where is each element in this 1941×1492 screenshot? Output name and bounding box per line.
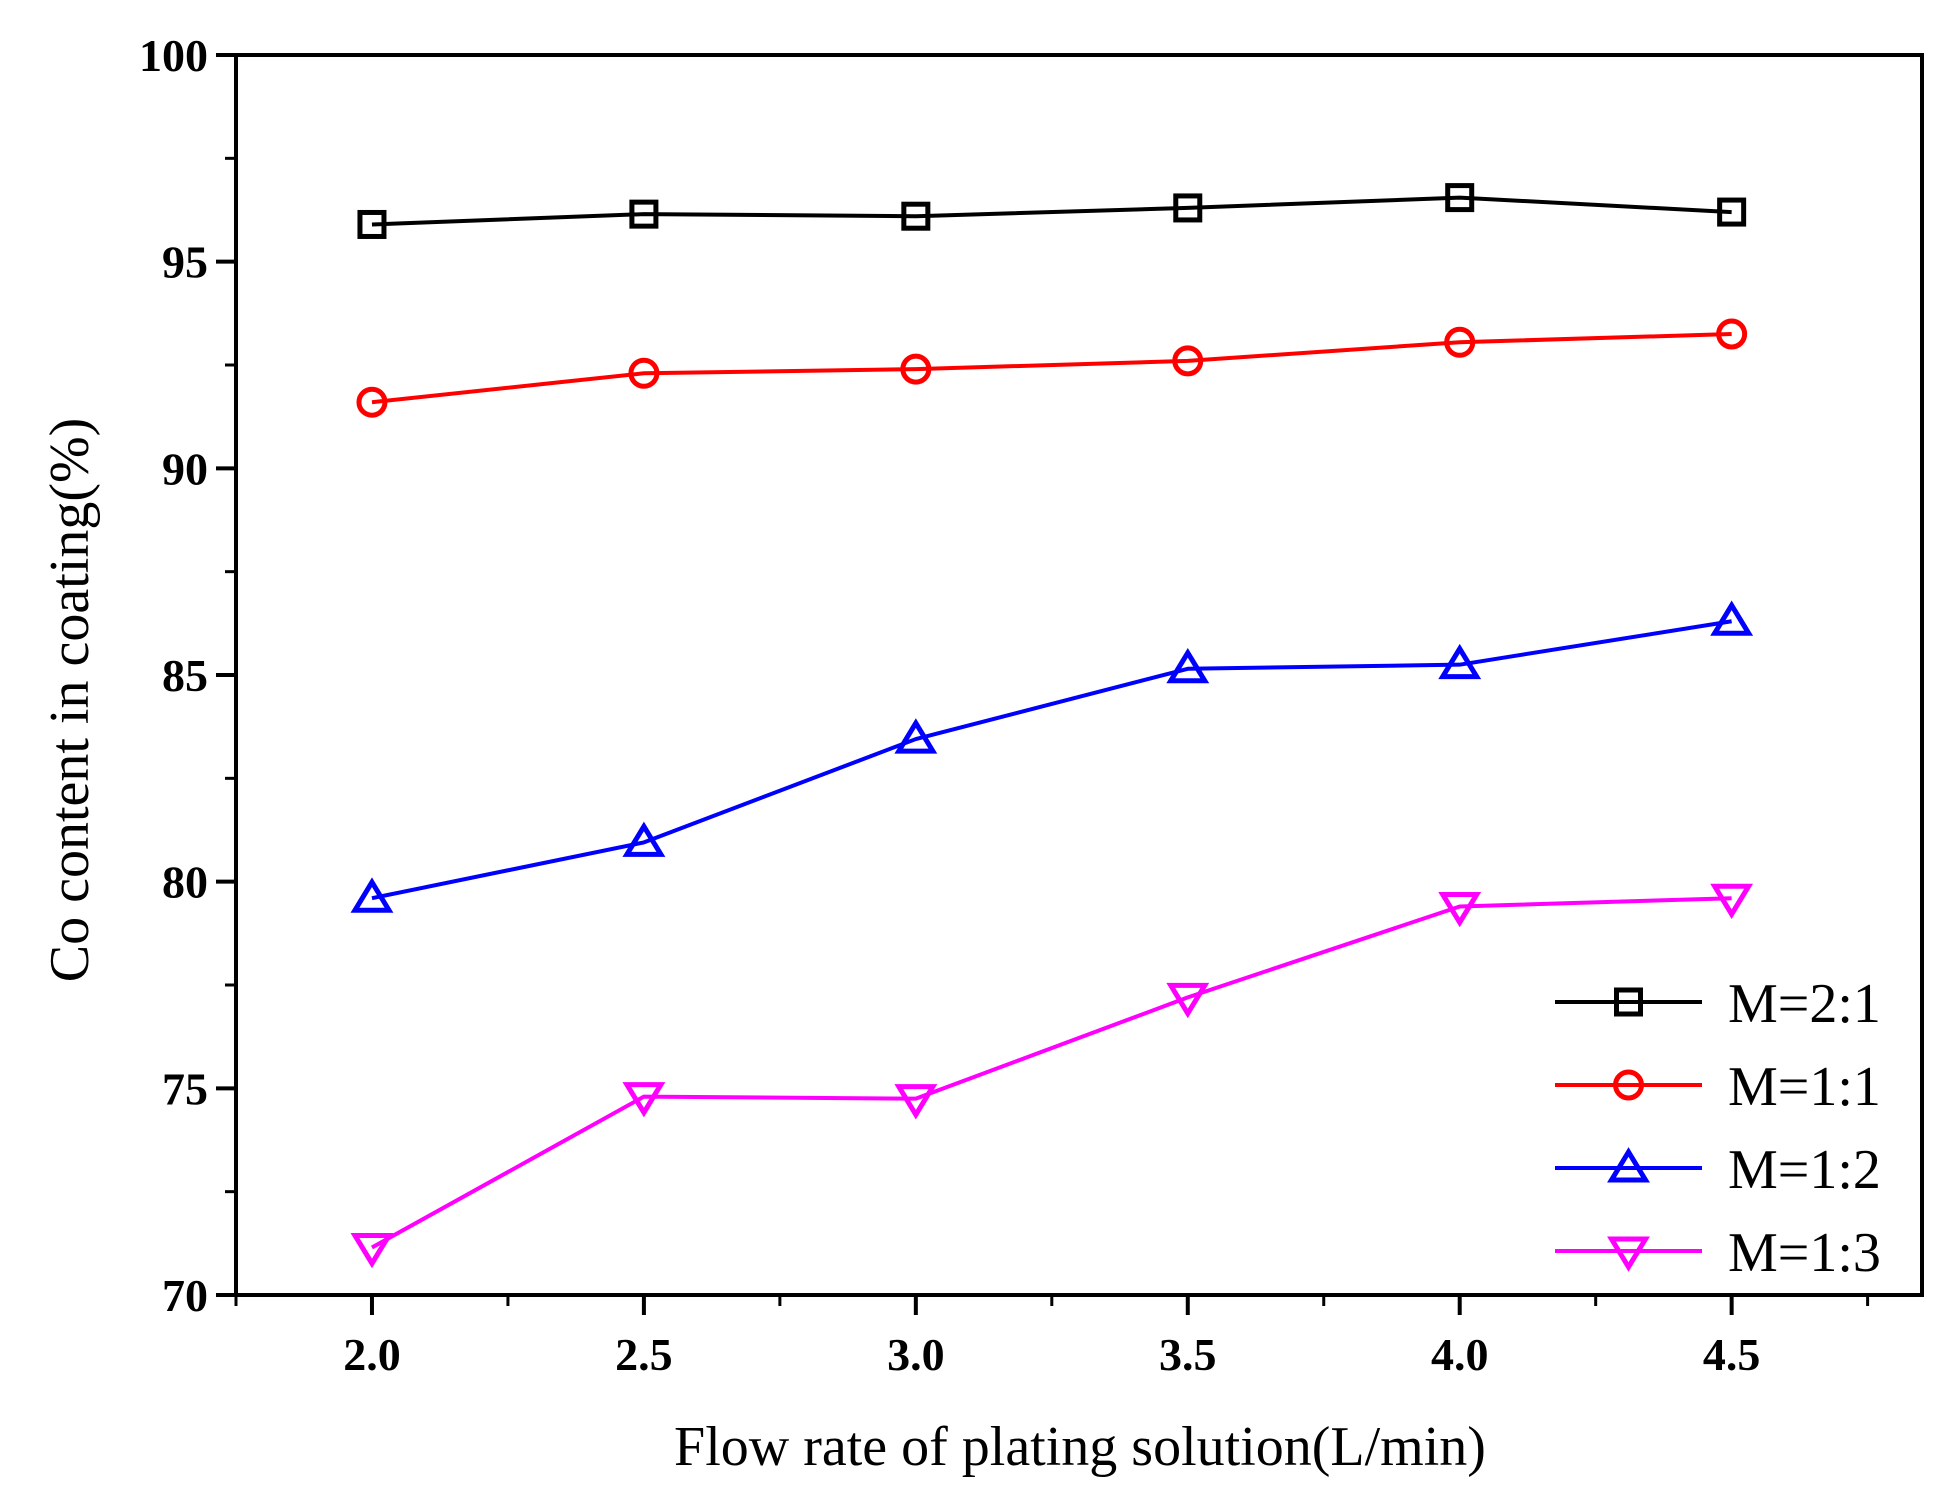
x-tick-label: 3.5 [1159, 1329, 1217, 1380]
series-M=1:1 [356, 318, 1748, 418]
legend-item-M=1:1: M=1:1 [1555, 1056, 1881, 1118]
legend-marker [1607, 1236, 1650, 1272]
data-point-M=1:3 [1166, 982, 1210, 1019]
legend-label: M=1:1 [1728, 1056, 1881, 1118]
legend-marker [1614, 987, 1643, 1017]
legend-item-M=1:2: M=1:2 [1555, 1139, 1881, 1201]
data-point-M=1:2 [1438, 643, 1482, 680]
axis-layer: 70 75 80 85 90 95 100 2.0 2.5 3.0 3.5 4.0 4.5 [139, 30, 1870, 1380]
y-axis-title: Co content in coating(%) [39, 418, 101, 983]
y-tick-label: 85 [162, 650, 208, 701]
data-point-M=1:1 [900, 353, 932, 385]
data-point-M=1:3 [1710, 883, 1754, 920]
y-tick-label: 90 [162, 443, 208, 494]
y-tick-label: 75 [162, 1063, 208, 1114]
data-point-M=1:2 [1710, 600, 1754, 636]
data-point-M=1:2 [622, 821, 666, 857]
legend-marker [1607, 1147, 1650, 1183]
data-point-M=1:3 [894, 1084, 938, 1120]
data-point-M=1:1 [1716, 318, 1748, 350]
data-point-M=2:1 [901, 201, 931, 231]
data-point-M=1:2 [350, 877, 394, 913]
y-tick-label: 100 [139, 30, 208, 81]
legend: M=2:1 M=1:1 M=1:2 M=1:3 [1555, 973, 1881, 1284]
data-point-M=1:1 [1172, 345, 1204, 377]
legend-label: M=1:2 [1728, 1139, 1881, 1201]
data-point-M=2:1 [1717, 197, 1747, 227]
series-M=1:3 [350, 883, 1754, 1269]
x-tick-label: 3.0 [887, 1329, 945, 1380]
data-point-M=1:1 [1444, 326, 1476, 358]
series-M=2:1 [357, 183, 1747, 239]
legend-label: M=2:1 [1728, 973, 1881, 1035]
series-line-M=1:1 [371, 332, 1732, 405]
x-tick-label: 2.5 [615, 1329, 673, 1380]
data-point-M=2:1 [1445, 183, 1475, 213]
data-point-M=1:2 [1166, 647, 1210, 684]
y-tick-label: 95 [162, 237, 208, 288]
data-point-M=2:1 [357, 209, 387, 239]
y-tick-label: 80 [162, 857, 208, 908]
data-point-M=2:1 [629, 199, 659, 229]
series-line-M=2:1 [371, 195, 1732, 227]
legend-item-M=1:3: M=1:3 [1555, 1222, 1881, 1284]
data-point-M=2:1 [1173, 193, 1203, 223]
legend-item-M=2:1: M=2:1 [1555, 973, 1881, 1035]
x-tick-label: 2.0 [343, 1329, 401, 1380]
x-axis-title: Flow rate of plating solution(L/min) [674, 1416, 1486, 1478]
series-line-M=1:2 [371, 619, 1732, 901]
data-point-M=1:2 [894, 718, 938, 754]
series-line-M=1:3 [370, 896, 1732, 1250]
data-point-M=1:3 [350, 1232, 394, 1269]
data-point-M=1:3 [1438, 891, 1482, 928]
legend-marker [1613, 1069, 1644, 1101]
data-point-M=1:1 [356, 386, 388, 418]
plot-frame [234, 53, 1924, 1297]
plot-layer [350, 183, 1754, 1269]
y-tick-label: 70 [162, 1270, 208, 1321]
legend-label: M=1:3 [1728, 1222, 1881, 1284]
data-point-M=1:1 [628, 357, 660, 389]
x-tick-label: 4.5 [1703, 1329, 1761, 1380]
x-tick-label: 4.0 [1431, 1329, 1489, 1380]
series-M=1:2 [350, 600, 1754, 913]
data-point-M=1:3 [622, 1082, 666, 1118]
